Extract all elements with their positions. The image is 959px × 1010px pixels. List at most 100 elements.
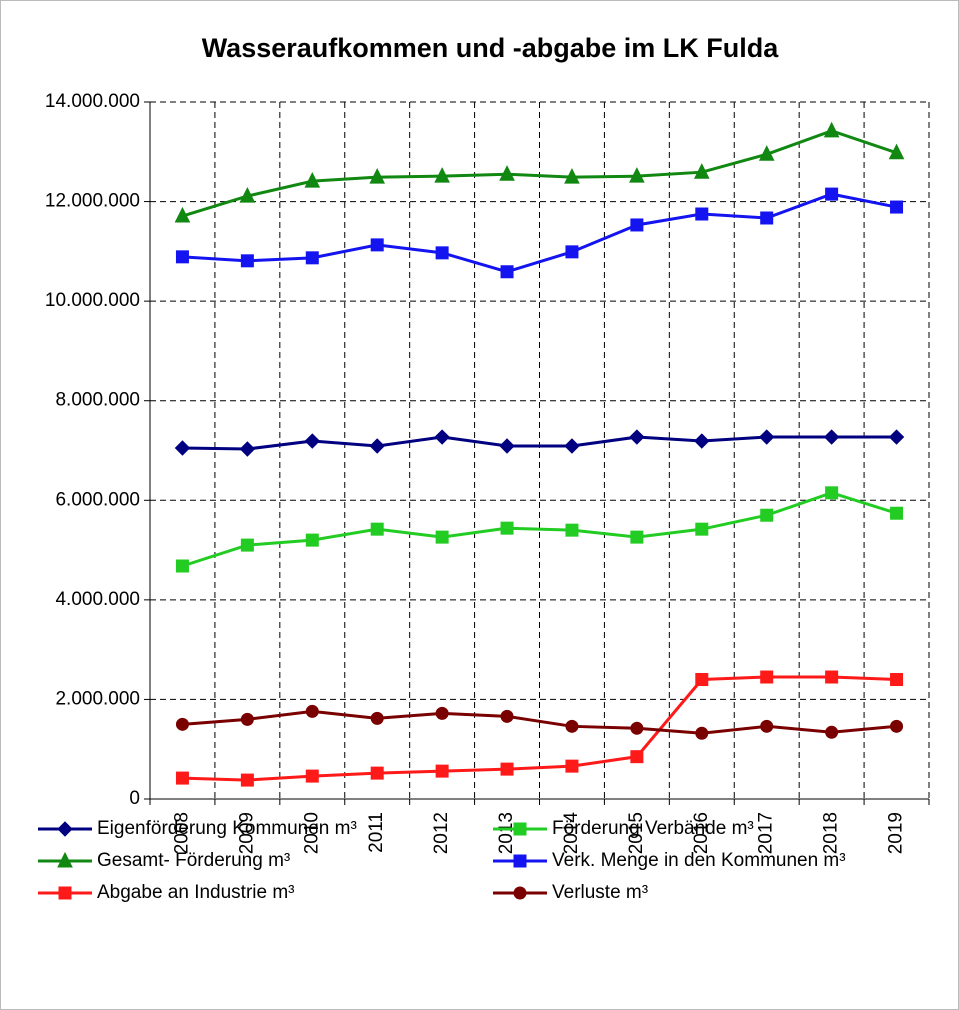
marker [564,168,580,184]
marker [500,762,514,776]
marker [305,704,319,718]
x-tick-label: 2008 [171,812,192,854]
marker [175,717,189,731]
marker [304,172,321,188]
marker [370,766,384,780]
marker [304,433,320,449]
marker [370,711,384,725]
marker [174,440,191,456]
series [175,670,904,787]
marker [435,530,449,544]
x-tick-label: 2013 [496,812,517,854]
y-tick-label: 6.000.000 [55,489,140,510]
x-tick-label: 2010 [301,812,322,854]
marker [758,145,775,161]
series-line [182,192,897,274]
marker [630,218,644,232]
marker [890,719,904,733]
x-tick-label: 2015 [626,812,647,854]
marker [630,721,644,735]
marker [175,250,189,264]
series-line [182,435,897,451]
marker [695,207,709,221]
legend-label: Gesamt- Förderung m³ [97,850,290,871]
legend-label: Verk. Menge in den Kommunen m³ [552,850,846,871]
marker [760,508,774,522]
marker [58,886,72,900]
y-tick-label: 4.000.000 [55,589,140,610]
marker [760,670,774,684]
marker [435,246,449,260]
marker [435,764,449,778]
marker [888,143,905,160]
marker [499,438,515,454]
marker [305,251,319,265]
marker [239,441,256,457]
chart-title: Wasseraufkommen und -abgabe im LK Fulda [202,33,780,63]
marker [565,759,579,773]
marker [693,163,710,179]
marker [434,167,450,183]
y-tick-label: 14.000.000 [45,91,140,112]
marker [695,726,709,740]
x-tick-label: 2009 [236,812,257,854]
marker [240,712,254,726]
marker [500,265,514,279]
marker [500,709,514,723]
marker [240,538,254,552]
marker [630,750,644,764]
series [175,486,904,573]
marker [694,433,710,449]
marker [760,719,774,733]
y-tick-label: 8.000.000 [55,390,140,411]
marker [57,851,73,868]
marker [499,165,515,181]
series-line [182,675,897,782]
series [174,429,905,457]
marker [760,211,774,225]
marker [629,429,645,445]
marker [564,438,580,454]
marker [890,506,904,520]
marker [305,769,319,783]
marker [695,522,709,536]
marker [888,429,905,445]
legend-label: Eigenförderung Kommunen m³ [97,818,357,839]
marker [630,530,644,544]
marker [825,670,839,684]
marker [823,121,840,138]
y-tick-label: 0 [129,788,140,809]
marker [695,673,709,687]
marker [175,559,189,573]
series [175,704,904,740]
series-line [182,129,898,218]
y-tick-label: 12.000.000 [45,191,140,212]
marker [369,438,385,454]
marker [369,168,386,184]
x-tick-label: 2019 [886,812,907,854]
marker [629,167,645,183]
legend-label: Abgabe an Industrie m³ [97,882,295,903]
legend-label: Förderung Verbände m³ [552,818,754,839]
marker [370,238,384,252]
marker [825,486,839,500]
marker [434,429,450,445]
marker [305,533,319,547]
marker [513,886,527,900]
marker [240,773,254,787]
marker [513,822,527,836]
series-line [181,491,897,568]
marker [513,854,527,868]
marker [500,521,514,535]
series [174,121,905,223]
marker [890,200,904,214]
marker [565,719,579,733]
marker [435,706,449,720]
marker [823,429,840,445]
marker [239,186,256,203]
x-tick-label: 2011 [366,812,387,853]
marker [565,245,579,259]
x-tick-label: 2018 [821,812,842,854]
marker [240,254,254,268]
